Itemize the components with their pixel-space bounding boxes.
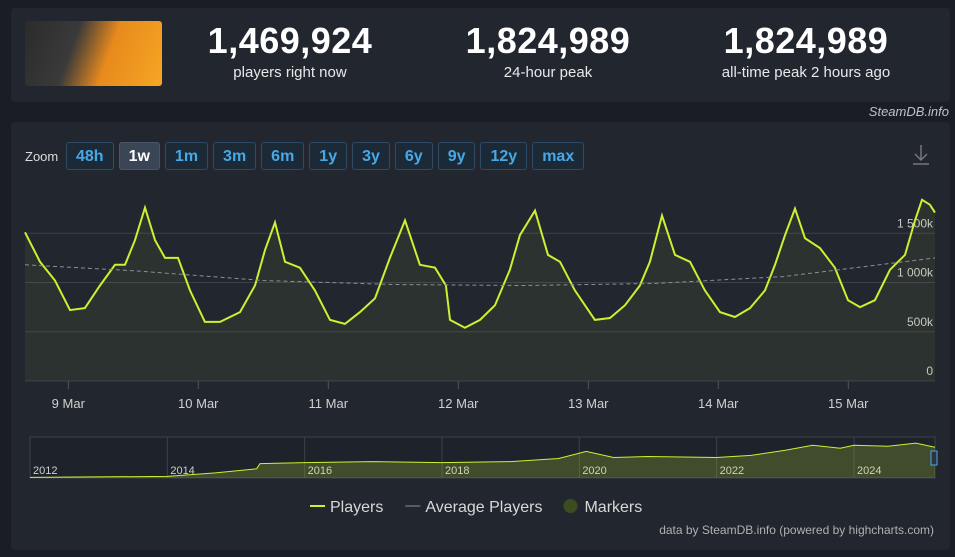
series-line: [24, 198, 936, 329]
navigator-tick-label: 2018: [445, 465, 469, 477]
stat: 1,824,989 24-hour peak: [428, 20, 668, 81]
legend-symbol: [563, 499, 578, 513]
y-tick-label: 1 500k: [897, 216, 934, 230]
y-tick-label: 500k: [907, 315, 934, 329]
stat-label: all-time peak 2 hours ago: [721, 64, 891, 81]
zoom-button[interactable]: 6y: [394, 142, 433, 170]
navigator-tick-label: 2022: [720, 465, 744, 477]
zoom-button[interactable]: 6m: [261, 142, 305, 170]
series-area: [25, 199, 935, 381]
legend-label: Players: [330, 499, 383, 516]
navigator-tick-label: 2020: [582, 465, 606, 477]
watermark: SteamDB.info: [868, 104, 949, 119]
navigator-tick-label: 2024: [857, 465, 881, 477]
stat: 1,469,924 players right now: [170, 20, 410, 81]
zoom-button[interactable]: 3y: [352, 142, 390, 170]
legend-label: Average Players: [425, 499, 542, 516]
stat-value: 1,824,989: [723, 20, 889, 61]
zoom-button[interactable]: 48h: [66, 142, 114, 170]
navigator-tick-label: 2014: [170, 465, 194, 477]
stat-value: 1,469,924: [207, 20, 373, 61]
zoom-button[interactable]: 1y: [309, 142, 348, 170]
x-tick-label: 10 Mar: [178, 396, 219, 411]
navigator-tick-label: 2012: [33, 465, 57, 477]
zoom-button[interactable]: 9y: [437, 142, 476, 170]
zoom-button[interactable]: 12y: [480, 142, 528, 170]
navigator-frame: [29, 436, 936, 479]
stat-value: 1,824,989: [465, 20, 631, 61]
x-tick-label: 9 Mar: [52, 396, 86, 411]
x-tick-label: 13 Mar: [568, 396, 609, 411]
zoom-label: Zoom: [25, 149, 59, 164]
game-image: [25, 21, 162, 86]
zoom-button[interactable]: 1m: [164, 142, 209, 170]
x-tick-label: 14 Mar: [698, 396, 739, 411]
stat: 1,824,989 all-time peak 2 hours ago: [686, 20, 926, 81]
zoom-button[interactable]: 1w: [118, 142, 160, 170]
stat-label: players right now: [233, 64, 347, 81]
credits: data by SteamDB.info (powered by highcha…: [659, 523, 934, 537]
y-tick-label: 1 000k: [897, 266, 934, 280]
series-line: [24, 257, 936, 287]
stat-label: 24-hour peak: [503, 64, 593, 81]
x-tick-label: 11 Mar: [309, 396, 349, 411]
zoom-button[interactable]: 3m: [213, 142, 257, 170]
zoom-button[interactable]: max: [532, 142, 585, 170]
legend-label: Markers: [584, 499, 642, 516]
navigator-handle[interactable]: [930, 450, 938, 466]
stats-panel: [11, 8, 950, 102]
x-tick-label: 12 Mar: [438, 396, 479, 411]
navigator-tick-label: 2016: [308, 465, 332, 477]
download-icon[interactable]: [913, 145, 929, 165]
chart-panel: [11, 122, 950, 550]
y-tick-label: 0: [926, 364, 933, 378]
navigator-line: [29, 442, 936, 478]
x-tick-label: 15 Mar: [828, 396, 869, 411]
